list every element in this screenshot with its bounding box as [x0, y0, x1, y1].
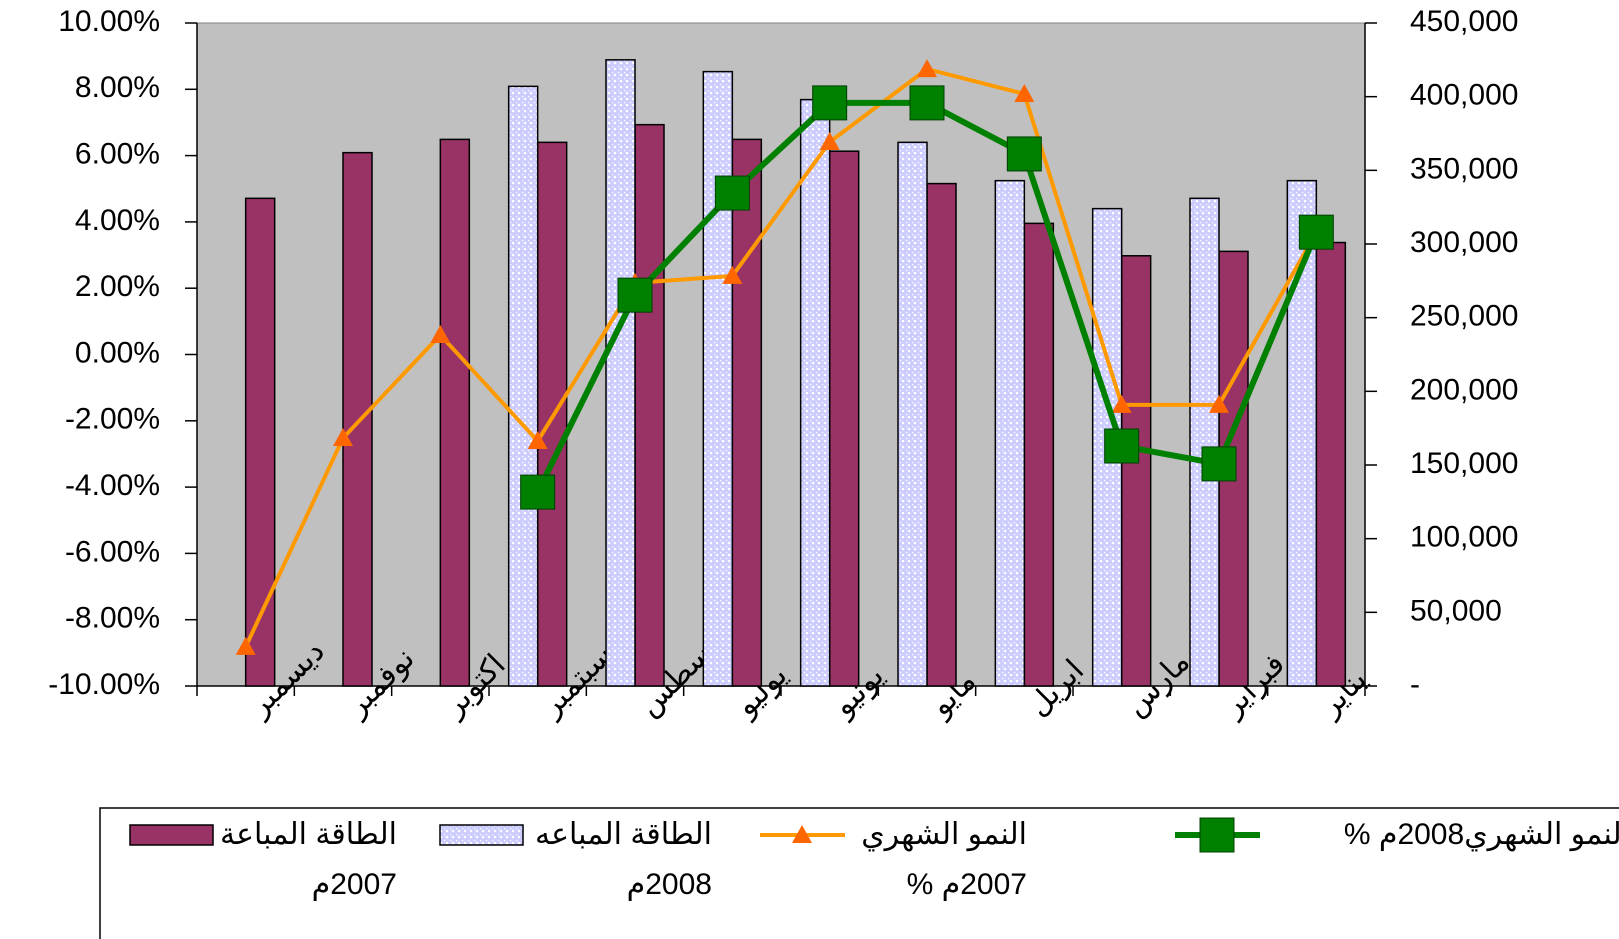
y2-tick-label: 150,000	[1410, 447, 1518, 480]
marker	[1006, 136, 1042, 172]
legend-label: الطاقة المباعة 2007م	[220, 818, 397, 901]
marker	[909, 85, 945, 121]
marker	[520, 474, 556, 510]
bar	[439, 138, 471, 687]
marker	[1201, 446, 1237, 482]
legend-swatch	[439, 824, 524, 846]
legend-swatch	[129, 824, 214, 846]
y-tick-label: 2.00%	[75, 270, 160, 303]
y-tick-label: -10.00%	[48, 668, 160, 701]
plot-area	[196, 22, 1366, 687]
y-tick-label: -4.00%	[65, 469, 160, 502]
bar	[926, 182, 957, 687]
marker	[527, 431, 548, 450]
bar	[897, 141, 928, 687]
bar	[507, 85, 539, 687]
bar	[1023, 222, 1055, 687]
y2-tick-label: 250,000	[1410, 300, 1518, 333]
y-tick-label: 8.00%	[75, 71, 160, 104]
marker	[235, 636, 256, 655]
y-tick-label: -2.00%	[65, 403, 160, 436]
marker	[430, 324, 451, 343]
bar	[244, 197, 276, 687]
y2-tick-label: 400,000	[1410, 79, 1518, 112]
marker	[1014, 83, 1035, 102]
bar	[634, 123, 665, 687]
y2-tick-label: 50,000	[1410, 594, 1502, 627]
marker	[1199, 817, 1235, 853]
y2-tick-label: 100,000	[1410, 521, 1518, 554]
y-tick-label: 6.00%	[75, 138, 160, 171]
y-tick-label: 0.00%	[75, 336, 160, 369]
marker	[1209, 394, 1229, 413]
y2-tick-label: 450,000	[1410, 5, 1518, 38]
y2-tick-label: -	[1410, 668, 1420, 701]
y2-tick-label: 350,000	[1410, 152, 1518, 185]
marker	[333, 428, 353, 447]
legend-label: الطاقة المباعه 2008م	[535, 818, 712, 901]
bar	[1120, 255, 1152, 687]
legend-label: النمو الشهري2008م %	[1343, 818, 1619, 851]
bar	[799, 98, 831, 687]
marker	[722, 265, 743, 284]
bar	[828, 150, 860, 687]
bar	[731, 138, 763, 687]
line	[243, 66, 1319, 648]
y2-tick-label: 300,000	[1410, 226, 1518, 259]
marker	[1104, 428, 1140, 464]
y-tick-label: -8.00%	[65, 602, 160, 635]
legend-box	[99, 807, 1619, 939]
bar	[702, 70, 734, 687]
marker	[819, 132, 840, 151]
y-tick-label: 10.00%	[58, 5, 160, 38]
marker	[1298, 214, 1334, 250]
bar	[605, 59, 636, 687]
marker	[617, 277, 653, 313]
legend-label: النمو الشهري 2007م %	[861, 818, 1027, 901]
marker	[812, 85, 848, 121]
bar	[994, 179, 1026, 687]
marker	[792, 825, 812, 843]
marker	[714, 175, 750, 211]
bar	[1315, 241, 1347, 687]
y-tick-label: -6.00%	[65, 535, 160, 568]
marker	[1111, 394, 1132, 413]
bar	[1189, 197, 1220, 687]
bar	[342, 151, 373, 687]
marker	[917, 59, 937, 78]
y-tick-label: 4.00%	[75, 204, 160, 237]
y2-tick-label: 200,000	[1410, 373, 1518, 406]
